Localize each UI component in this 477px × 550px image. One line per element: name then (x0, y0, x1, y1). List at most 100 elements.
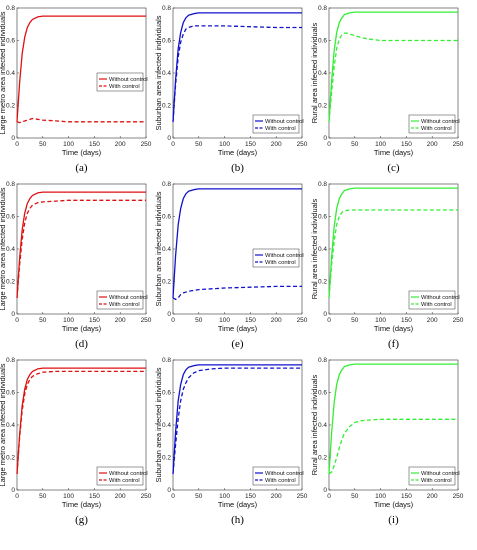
x-axis-label: Time (days) (218, 500, 258, 509)
x-tick-label: 0 (15, 493, 19, 500)
x-axis-label: Time (days) (62, 500, 102, 509)
x-tick-label: 200 (115, 317, 126, 324)
legend-label: With control (109, 84, 140, 90)
series-line-with-control (172, 25, 302, 122)
y-tick-label: 0.8 (318, 5, 327, 12)
series-line-without-control (172, 364, 302, 474)
y-tick-label: 0.4 (6, 422, 15, 429)
x-axis-label: Time (days) (62, 324, 102, 333)
x-axis-label: Time (days) (374, 148, 414, 157)
x-tick-label: 150 (245, 493, 256, 500)
legend-label: With control (265, 260, 296, 266)
legend-box (252, 466, 300, 486)
x-tick-label: 50 (39, 141, 47, 148)
x-tick-label: 50 (351, 317, 359, 324)
x-tick-label: 150 (89, 493, 100, 500)
y-tick-label: 0.2 (162, 103, 171, 110)
panel-caption: (e) (231, 338, 244, 350)
x-tick-label: 150 (89, 317, 100, 324)
series-line-without-control (328, 11, 458, 122)
x-axis-label: Time (days) (218, 148, 258, 157)
y-tick-label: 0.4 (318, 422, 327, 429)
legend-label: Without control (109, 471, 148, 477)
y-tick-label: 0.4 (162, 422, 171, 429)
x-tick-label: 0 (327, 317, 331, 324)
legend-box (252, 114, 300, 134)
legend-box (96, 290, 144, 310)
x-tick-label: 150 (401, 317, 412, 324)
y-tick-label: 0 (167, 311, 171, 318)
chart-panel-e: 0 50 100 150 200 250 0 0.2 0.4 0.6 0.8 Time (days) S… (154, 181, 308, 350)
y-tick-label: 0.6 (162, 38, 171, 45)
legend-label: With control (109, 478, 140, 484)
y-tick-label: 0.4 (318, 70, 327, 77)
x-tick-label: 150 (245, 141, 256, 148)
y-tick-label: 0.6 (6, 214, 15, 221)
chart-panel-d: 0 50 100 150 200 250 0 0.2 0.4 0.6 0.8 Time (days) L… (0, 181, 152, 350)
y-tick-label: 0 (11, 487, 15, 494)
x-tick-label: 0 (171, 493, 175, 500)
y-tick-label: 0.6 (318, 214, 327, 221)
y-tick-label: 0.6 (318, 390, 327, 397)
legend-label: Without control (421, 295, 460, 301)
y-tick-label: 0 (11, 311, 15, 318)
y-tick-label: 0.4 (162, 70, 171, 77)
y-tick-label: 0 (323, 135, 327, 142)
y-tick-label: 0.8 (162, 181, 171, 188)
x-tick-label: 50 (351, 493, 359, 500)
x-tick-label: 250 (297, 141, 308, 148)
x-tick-label: 0 (15, 317, 19, 324)
y-tick-label: 0.2 (318, 455, 327, 462)
series-line-without-control (328, 187, 458, 298)
series-line-without-control (172, 188, 302, 298)
y-tick-label: 0.4 (6, 246, 15, 253)
x-tick-label: 0 (171, 141, 175, 148)
y-tick-label: 0.8 (162, 357, 171, 364)
x-tick-label: 250 (297, 317, 308, 324)
y-tick-label: 0 (167, 135, 171, 142)
panel-caption: (i) (388, 514, 399, 526)
legend-label: Without control (109, 295, 148, 301)
y-tick-label: 0.8 (6, 5, 15, 12)
y-tick-label: 0.8 (162, 5, 171, 12)
x-tick-label: 200 (427, 141, 438, 148)
y-tick-label: 0.2 (6, 279, 15, 286)
x-tick-label: 100 (375, 317, 386, 324)
x-tick-label: 50 (195, 317, 203, 324)
x-tick-label: 250 (297, 493, 308, 500)
panel-caption: (a) (75, 162, 88, 174)
legend-label: With control (265, 478, 296, 484)
legend-label: With control (421, 302, 452, 308)
x-tick-label: 100 (375, 141, 386, 148)
y-tick-label: 0.2 (162, 279, 171, 286)
x-tick-label: 150 (89, 141, 100, 148)
series-line-without-control (16, 367, 146, 474)
y-tick-label: 0.2 (6, 103, 15, 110)
series-line-without-control (16, 191, 146, 298)
legend-box (408, 114, 456, 134)
y-tick-label: 0.6 (162, 390, 171, 397)
y-tick-label: 0.6 (6, 390, 15, 397)
y-tick-label: 0.6 (162, 214, 171, 221)
x-tick-label: 0 (171, 317, 175, 324)
y-tick-label: 0.8 (6, 357, 15, 364)
x-tick-label: 250 (453, 141, 464, 148)
series-line-with-control (328, 418, 458, 475)
chart-panel-b: 0 50 100 150 200 250 0 0.2 0.4 0.6 0.8 Time (days) S… (154, 5, 308, 174)
legend-box (252, 248, 300, 268)
y-axis-label: Suburban area infected individuals (154, 367, 163, 482)
x-tick-label: 250 (141, 141, 152, 148)
series-line-with-control (328, 209, 458, 298)
series-line-with-control (16, 199, 146, 298)
x-tick-label: 50 (195, 493, 203, 500)
y-tick-label: 0.2 (318, 279, 327, 286)
y-axis-label: Suburban area infected individuals (154, 15, 163, 130)
x-tick-label: 50 (195, 141, 203, 148)
